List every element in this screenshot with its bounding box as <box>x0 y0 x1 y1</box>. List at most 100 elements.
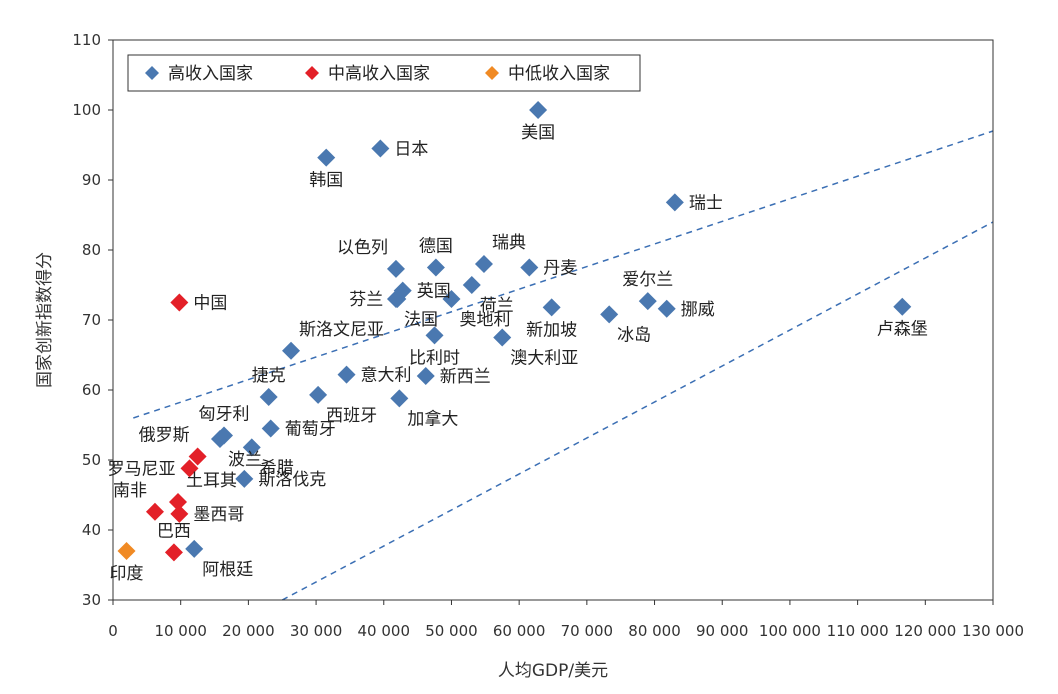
data-point-diamond <box>386 290 405 308</box>
point-label: 奥地利 <box>459 310 510 330</box>
point-label: 挪威 <box>681 300 715 320</box>
point-label: 美国 <box>521 123 555 143</box>
data-point-diamond <box>317 148 336 167</box>
data-point-diamond <box>170 504 189 523</box>
point-label: 印度 <box>110 564 144 584</box>
data-point-diamond <box>474 255 493 273</box>
x-tick-label: 70 000 <box>561 622 614 640</box>
data-point-diamond <box>259 388 278 406</box>
y-tick-label: 100 <box>72 101 101 119</box>
data-point-diamond <box>542 298 561 317</box>
point-label: 新西兰 <box>440 367 491 387</box>
x-tick-label: 100 000 <box>759 622 821 640</box>
data-point-diamond <box>168 493 187 511</box>
point-label: 以色列 <box>337 238 388 258</box>
point-label: 荷兰 <box>480 296 514 316</box>
x-tick-label: 50 000 <box>425 622 478 640</box>
data-point-diamond <box>442 290 461 308</box>
data-point-diamond <box>416 367 435 385</box>
y-tick-label: 80 <box>82 241 101 259</box>
y-tick-label: 90 <box>82 171 101 189</box>
y-tick-label: 30 <box>82 591 101 609</box>
x-tick-label: 120 000 <box>894 622 956 640</box>
legend-marker <box>485 66 499 80</box>
data-point-diamond <box>386 259 405 278</box>
data-point-diamond <box>638 292 657 311</box>
data-point-diamond <box>600 305 619 324</box>
data-point-diamond <box>425 326 444 345</box>
x-tick-label: 80 000 <box>628 622 681 640</box>
point-label: 新加坡 <box>526 320 577 340</box>
data-point-diamond <box>164 543 183 562</box>
axes: 0 10 000 20 000 30 000 40 000 50 000 60 000 70 … <box>72 31 1024 640</box>
data-point-diamond <box>371 139 390 158</box>
point-label: 法国 <box>404 310 438 330</box>
point-label: 阿根廷 <box>202 560 253 580</box>
point-label: 匈牙利 <box>199 405 250 425</box>
point-label: 卢森堡 <box>877 320 928 340</box>
point-label: 俄罗斯 <box>139 426 190 446</box>
data-points <box>117 101 912 562</box>
data-point-diamond <box>185 539 204 558</box>
point-label: 中国 <box>193 294 227 314</box>
x-tick-label: 0 <box>108 622 118 640</box>
point-label: 意大利 <box>361 366 412 386</box>
data-point-diamond <box>893 297 912 316</box>
y-axis-title: 国家创新指数得分 <box>35 252 55 388</box>
data-point-diamond <box>462 276 481 294</box>
data-point-diamond <box>188 447 207 466</box>
point-label: 斯洛文尼亚 <box>299 320 384 340</box>
data-point-diamond <box>337 365 356 384</box>
point-label: 南非 <box>113 481 147 501</box>
point-label: 捷克 <box>252 366 286 386</box>
point-label: 西班牙 <box>326 406 377 426</box>
y-tick-label: 110 <box>72 31 101 49</box>
data-point-diamond <box>170 293 189 312</box>
point-label: 罗马尼亚 <box>107 459 175 479</box>
point-label: 加拿大 <box>407 408 458 429</box>
data-point-diamond <box>145 502 164 521</box>
data-point-diamond <box>309 385 328 404</box>
point-label: 芬兰 <box>349 290 383 310</box>
legend-label: 中低收入国家 <box>508 64 610 84</box>
legend-marker <box>305 66 319 80</box>
data-point-diamond <box>261 419 280 438</box>
point-label: 希腊 <box>260 458 294 478</box>
point-label: 日本 <box>394 140 428 160</box>
data-point-diamond <box>426 258 445 277</box>
point-label: 英国 <box>417 282 451 302</box>
x-tick-label: 30 000 <box>290 622 343 640</box>
point-label: 澳大利亚 <box>510 349 578 369</box>
data-point-diamond <box>282 341 301 360</box>
data-point-diamond <box>657 299 676 318</box>
data-point-diamond <box>235 469 254 488</box>
legend-marker <box>145 66 159 80</box>
point-label: 斯洛伐克 <box>258 470 326 490</box>
legend-box <box>127 54 641 92</box>
y-tick-label: 40 <box>82 521 101 539</box>
guide-line-1 <box>133 130 994 419</box>
guide-lines <box>133 130 994 601</box>
point-label: 德国 <box>419 237 453 257</box>
data-point-diamond <box>493 328 512 347</box>
x-tick-label: 90 000 <box>696 622 749 640</box>
point-label: 瑞士 <box>689 193 723 213</box>
data-point-diamond <box>180 459 199 478</box>
point-label: 波兰 <box>228 450 262 470</box>
point-label: 丹麦 <box>543 259 577 279</box>
x-axis-title: 人均GDP/美元 <box>498 661 608 681</box>
point-label: 爱尔兰 <box>622 270 673 290</box>
point-label: 韩国 <box>309 171 343 191</box>
y-tick-label: 70 <box>82 311 101 329</box>
point-label: 冰岛 <box>617 325 651 345</box>
point-label: 葡萄牙 <box>285 420 336 440</box>
x-tick-label: 60 000 <box>493 622 546 640</box>
x-tick-label: 20 000 <box>222 622 275 640</box>
x-tick-label: 40 000 <box>358 622 411 640</box>
point-label: 巴西 <box>157 521 191 541</box>
guide-line-2 <box>281 221 994 601</box>
data-point-diamond <box>210 430 229 448</box>
point-label: 比利时 <box>409 348 460 368</box>
data-point-diamond <box>390 389 409 408</box>
